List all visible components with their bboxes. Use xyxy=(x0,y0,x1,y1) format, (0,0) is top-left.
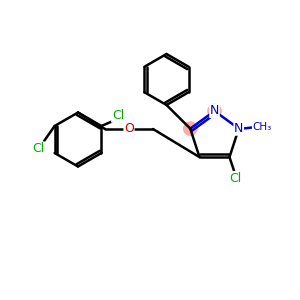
Circle shape xyxy=(208,104,221,118)
Text: CH₃: CH₃ xyxy=(253,122,272,132)
Circle shape xyxy=(184,122,197,135)
Text: N: N xyxy=(210,104,219,118)
Text: N: N xyxy=(234,122,243,135)
Text: Cl: Cl xyxy=(230,172,242,184)
Text: Cl: Cl xyxy=(112,109,124,122)
Text: Cl: Cl xyxy=(32,142,44,155)
Text: O: O xyxy=(124,122,134,136)
